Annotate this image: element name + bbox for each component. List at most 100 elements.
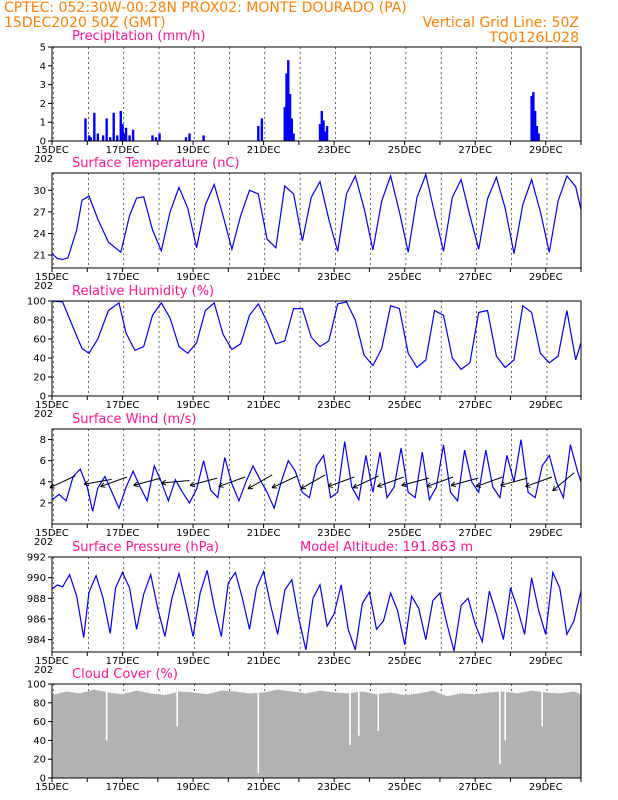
y-tick-label: 6 (40, 456, 46, 467)
x-tick-label: 15DEC (35, 272, 69, 283)
x-tick-label: 25DEC (388, 145, 422, 156)
wind-vector-head (377, 482, 382, 487)
precip-bar (121, 124, 124, 141)
y-tick-label: 60 (33, 717, 46, 728)
y-tick-label: 100 (27, 297, 46, 308)
wind-vector-head (189, 481, 195, 486)
wind-vector (271, 475, 298, 489)
x-tick-label: 27DEC (458, 528, 492, 539)
precip-bar (116, 135, 119, 141)
wind-vector-head (525, 482, 530, 487)
wind-vector-head (133, 481, 138, 486)
wind-vector-shaft (247, 474, 273, 490)
wind-vector (327, 476, 355, 488)
wind-vector-head (83, 480, 89, 485)
precip-bar (285, 73, 288, 141)
wind-vector-shaft (133, 477, 161, 486)
x-tick-label: 15DEC (35, 400, 69, 411)
wind-vector-head (100, 486, 106, 488)
header-model-id: TQ0126L028 (488, 30, 579, 46)
x-tick-label: 17DEC (106, 400, 140, 411)
x-tick-label: 17DEC (106, 145, 140, 156)
x-tick-label: 29DEC (529, 145, 563, 156)
y-tick-label: 986 (27, 614, 46, 625)
x-tick-label: 15DEC (35, 145, 69, 156)
wind-vector-shaft (426, 476, 454, 488)
y-tick-label: 27 (33, 207, 46, 218)
y-tick-label: 4 (40, 477, 46, 488)
x-tick-label: 19DEC (176, 656, 210, 667)
x-tick-label: 23DEC (317, 782, 351, 793)
x-tick-label: 15DEC (35, 656, 69, 667)
wind-vector-head (500, 481, 505, 486)
precip-bar (202, 135, 205, 141)
precip-title: Precipitation (mm/h) (72, 29, 205, 44)
panel-wind: 2 4 6 8 15DEC 17DEC 19DEC 21DEC 23DEC 25DEC 27DEC 2… (34, 412, 582, 548)
wind-vector-head (401, 484, 407, 488)
x-tick-label: 19DEC (176, 528, 210, 539)
x-tick-label: 21DEC (247, 656, 281, 667)
cloud-dip (105, 684, 108, 741)
pres-series-line (51, 569, 582, 652)
wind-vector (500, 477, 528, 488)
cloud-dip (504, 684, 506, 741)
wind-series-line (51, 439, 582, 512)
x-tick-label: 19DEC (176, 145, 210, 156)
precip-bar (151, 135, 154, 141)
wind-vector-head (500, 484, 506, 488)
wind-vector (401, 477, 429, 488)
x-tick-label: 25DEC (388, 528, 422, 539)
wind-vector (300, 474, 326, 490)
precip-bar (533, 110, 537, 141)
x-tick-year-fragment: 202 (34, 409, 53, 420)
precip-bar (89, 137, 92, 141)
wind-vector (552, 472, 575, 492)
precip-bar (530, 95, 533, 141)
wind-vector-head (352, 483, 357, 488)
wind-vector-head (133, 484, 139, 488)
wind-vector (161, 479, 190, 486)
x-tick-label: 23DEC (317, 400, 351, 411)
x-tick-label: 23DEC (317, 528, 351, 539)
precip-bar (322, 120, 325, 141)
wind-vector-head (100, 482, 105, 487)
x-tick-label: 19DEC (176, 400, 210, 411)
y-tick-label: 30 (33, 186, 46, 197)
x-tick-label: 21DEC (247, 145, 281, 156)
x-tick-label: 19DEC (176, 272, 210, 283)
precip-bar (184, 137, 188, 141)
x-tick-label: 23DEC (317, 145, 351, 156)
y-tick-label: 984 (27, 635, 46, 646)
precip-bar (535, 125, 539, 141)
wind-vector-head (476, 486, 482, 488)
wind-vector-shaft (49, 475, 76, 489)
y-tick-label: 100 (27, 680, 46, 691)
y-tick-label: 992 (27, 553, 46, 564)
wind-vector-shaft (327, 476, 355, 488)
y-tick-label: 5 (40, 43, 46, 54)
x-tick-label: 23DEC (317, 272, 351, 283)
y-tick-label: 40 (33, 354, 46, 365)
x-tick-year-fragment: 202 (34, 665, 53, 676)
pres-title: Surface Pressure (hPa) (72, 540, 219, 555)
y-tick-label: 20 (33, 755, 46, 766)
wind-vector-head (525, 486, 531, 488)
cloud-dip (349, 684, 351, 746)
x-tick-label: 25DEC (388, 272, 422, 283)
x-tick-label: 21DEC (247, 400, 281, 411)
wind-vector-head (377, 486, 383, 488)
wind-vector (426, 476, 454, 488)
precip-bar (532, 92, 535, 141)
x-tick-label: 29DEC (529, 400, 563, 411)
x-tick-label: 21DEC (247, 782, 281, 793)
precip-bar (131, 129, 135, 141)
panel-precip: 0 1 2 3 4 5 15DEC 17DEC 19DEC 21DEC 23DEC 25DEC 27DE… (34, 29, 582, 165)
x-tick-label: 17DEC (106, 272, 140, 283)
precip-bar (324, 131, 327, 141)
x-tick-label: 29DEC (529, 656, 563, 667)
rh-title: Relative Humidity (%) (72, 284, 214, 299)
panel-temp: 21 24 27 30 15DEC 17DEC 19DEC 21DEC 23DEC 25DEC 27… (33, 156, 582, 292)
y-tick-label: 0 (40, 774, 46, 785)
cloud-dip (176, 684, 178, 727)
wind-vector-head (300, 484, 304, 490)
